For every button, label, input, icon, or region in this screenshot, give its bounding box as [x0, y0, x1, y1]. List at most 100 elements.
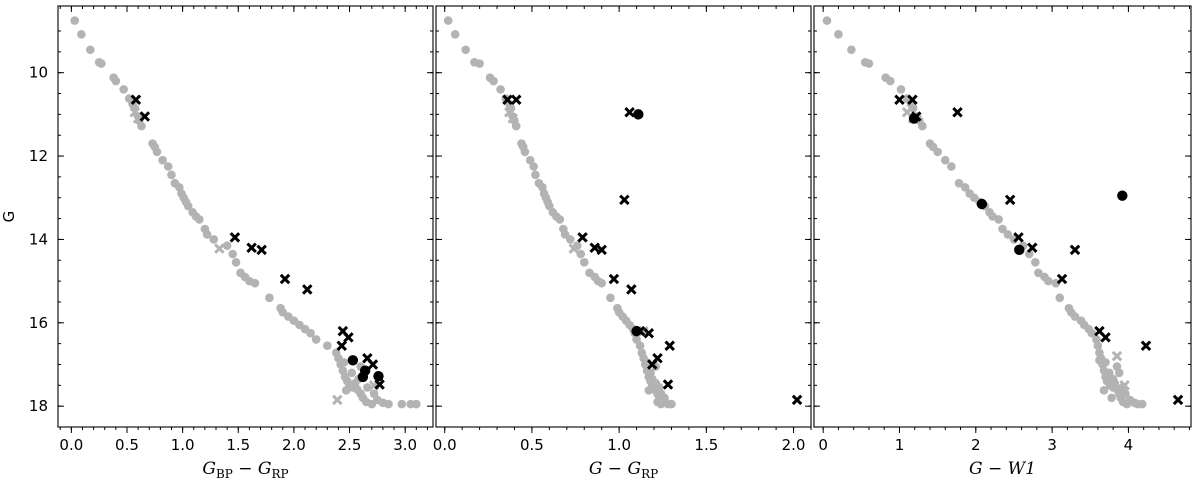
plot-frame [435, 5, 812, 428]
grey-point [85, 45, 95, 55]
black-cross [596, 244, 607, 256]
grey-point [635, 341, 645, 351]
grey-point [960, 183, 970, 192]
x-tick-label: 2 [971, 436, 981, 454]
panels-layer: 0.0 0.5 1.0 1.5 2.0 2.5 3.0 GBP − GRP 0.0 0.5 1.0 1… [0, 5, 1192, 478]
black-crosses [130, 94, 385, 390]
panel-2: 0.0 0.5 1.0 1.5 2.0 G − GRP [433, 5, 812, 478]
grey-point [947, 162, 956, 171]
black-dot [373, 370, 384, 382]
grey-point [1105, 368, 1114, 378]
grey-point [137, 121, 146, 131]
black-cross [1013, 232, 1024, 243]
grey-point [1121, 389, 1130, 398]
black-cross [1027, 242, 1038, 254]
black-dots [631, 109, 644, 337]
grey-point [265, 293, 274, 303]
grey-cross [129, 107, 141, 118]
grey-point [209, 235, 219, 244]
grey-point [998, 224, 1007, 234]
x-tick-label: 0.5 [115, 436, 139, 454]
grey-point [152, 147, 162, 157]
grey-point [1055, 293, 1065, 303]
x-tick-label: 2.5 [338, 436, 362, 454]
black-cross [664, 340, 675, 351]
black-cross [894, 94, 905, 106]
grey-point [461, 45, 470, 55]
x-axis-label: GBP − GRP [202, 459, 288, 478]
grey-point [632, 335, 641, 344]
grey-point [545, 201, 554, 211]
grey-cross [503, 107, 515, 118]
black-cross [1140, 340, 1152, 351]
grey-point [450, 30, 460, 39]
grey-point [250, 278, 260, 288]
black-cross [662, 379, 674, 390]
black-dot [1014, 244, 1025, 256]
black-cross [1004, 194, 1016, 206]
y-tick-label: 12 [29, 147, 48, 165]
grey-cross [332, 394, 343, 406]
y-tick-label: 14 [29, 230, 48, 248]
grey-point [158, 155, 167, 165]
grey-point [339, 358, 349, 367]
black-cross [367, 359, 379, 370]
grey-cross [568, 243, 580, 254]
grey-point [579, 258, 589, 267]
black-cross [301, 284, 313, 295]
black-cross [246, 242, 257, 254]
black-dot [1117, 190, 1128, 201]
grey-point [529, 162, 538, 171]
grey-point [647, 374, 657, 384]
grey-point [77, 30, 86, 39]
y-tick-label: 16 [29, 314, 48, 332]
grey-point [1095, 356, 1104, 365]
grey-cross [214, 243, 225, 254]
grey-point [1087, 328, 1097, 338]
grey-point [384, 399, 393, 409]
black-cross [229, 232, 241, 243]
x-tick-label: 1.0 [607, 436, 631, 454]
grey-point [525, 155, 535, 165]
grey-point [443, 16, 453, 25]
grey-point [864, 59, 874, 68]
black-cross [256, 244, 267, 256]
grey-point [1024, 249, 1034, 259]
grey-point [341, 386, 351, 395]
black-dots [908, 113, 1128, 256]
grey-point [933, 147, 942, 157]
grey-point [918, 121, 927, 131]
black-dots [347, 355, 384, 383]
y-tick-label: 18 [29, 397, 48, 415]
grey-point [475, 59, 484, 68]
grey-points [443, 16, 676, 409]
black-cross [577, 232, 588, 243]
x-tick-label: 0.5 [520, 436, 544, 454]
grey-point [222, 241, 232, 250]
black-cross [1172, 394, 1184, 406]
grey-point [1031, 258, 1040, 267]
grey-cross [1111, 350, 1123, 362]
grey-point [1099, 386, 1109, 395]
grey-point [597, 278, 606, 288]
black-crosses [502, 94, 803, 406]
grey-point [397, 399, 407, 409]
x-tick-label: 3.0 [393, 436, 417, 454]
black-crosses [894, 94, 1184, 406]
grey-point [202, 230, 212, 239]
grey-point [994, 215, 1003, 224]
grey-point [834, 30, 843, 39]
black-cross [626, 284, 637, 295]
plot-frame [57, 5, 434, 428]
black-cross [502, 94, 513, 106]
grey-point [97, 59, 106, 68]
grey-point [1114, 368, 1124, 378]
grey-point [1108, 374, 1118, 384]
black-cross [374, 379, 385, 390]
black-cross [952, 107, 963, 118]
x-tick-label: 4 [1124, 436, 1134, 454]
x-tick-label: 1.5 [694, 436, 718, 454]
grey-point [896, 85, 906, 94]
black-cross [139, 111, 151, 122]
